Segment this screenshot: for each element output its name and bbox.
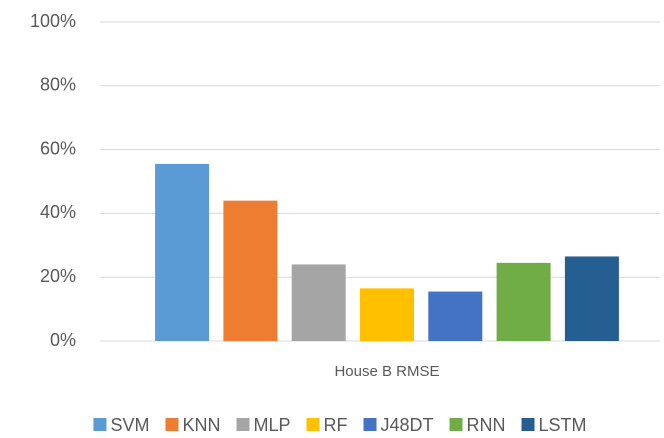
legend-label: KNN	[182, 415, 220, 435]
bar	[428, 291, 483, 341]
y-tick-label: 100%	[30, 11, 76, 31]
legend-label: J48DT	[381, 415, 434, 435]
legend-label: RNN	[467, 415, 506, 435]
legend-label: LSTM	[539, 415, 587, 435]
bar	[360, 288, 414, 341]
legend-label: SVM	[110, 415, 149, 435]
legend-swatch	[449, 418, 463, 431]
bar	[291, 264, 346, 341]
bar	[155, 163, 210, 341]
y-tick-label: 40%	[40, 202, 76, 222]
bar	[564, 256, 619, 341]
y-tick-label: 60%	[40, 138, 76, 158]
legend-swatch	[93, 418, 107, 431]
x-tick-label: House B RMSE	[334, 363, 439, 380]
bar	[496, 262, 551, 341]
y-tick-label: 20%	[40, 266, 76, 286]
legend-swatch	[521, 418, 535, 431]
y-tick-label: 0%	[50, 330, 76, 350]
legend-label: MLP	[253, 415, 290, 435]
legend-label: RF	[324, 415, 348, 435]
legend-swatch	[236, 418, 250, 431]
y-tick-label: 80%	[40, 75, 76, 95]
legend-swatch	[306, 418, 320, 431]
legend-swatch	[165, 418, 179, 431]
legend-swatch	[363, 418, 377, 431]
bar	[223, 200, 278, 341]
